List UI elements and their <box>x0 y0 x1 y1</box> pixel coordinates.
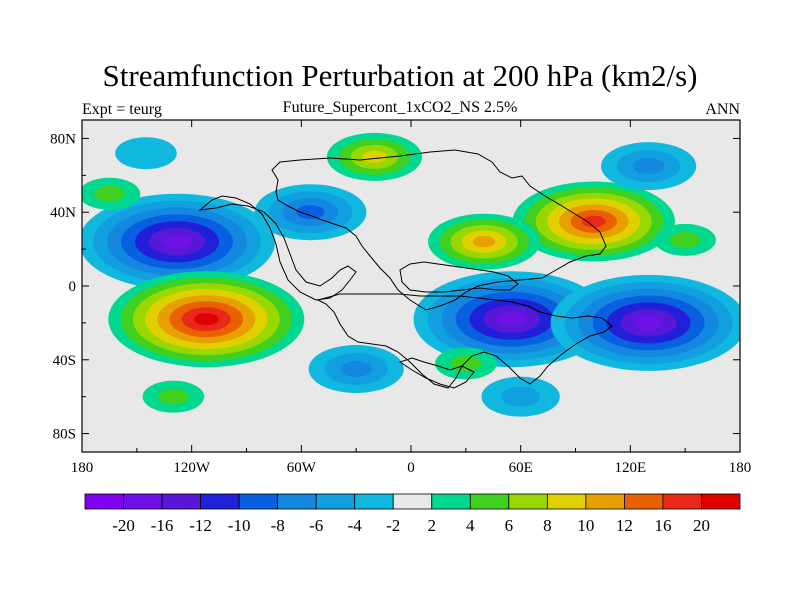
colorbar-label: 2 <box>428 516 437 535</box>
colorbar-label: -8 <box>271 516 285 535</box>
chart-title: Streamfunction Perturbation at 200 hPa (… <box>102 58 698 93</box>
contour-band <box>501 386 541 407</box>
coastline-southern-peninsula <box>398 357 475 389</box>
colorbar-swatch <box>469 493 510 510</box>
case-label: Future_Supercont_1xCO2_NS 2.5% <box>282 99 518 116</box>
contour-band <box>669 231 701 248</box>
contour-band <box>582 215 606 228</box>
contour-fill-layer <box>82 132 740 417</box>
colorbar-swatch <box>315 493 356 510</box>
y-axis: 80N 40N 0 40S 80S <box>50 131 740 443</box>
colorbar-label: 10 <box>577 516 594 535</box>
colorbar-label: 4 <box>466 516 475 535</box>
colorbar-swatch <box>354 493 394 510</box>
y-tick-label: 80S <box>53 427 76 443</box>
colorbar-swatch <box>238 493 279 510</box>
season-label: ANN <box>705 101 740 118</box>
colorbar-swatch <box>84 493 124 510</box>
colorbar-swatch <box>662 493 702 510</box>
coastline-central-landmass <box>316 293 613 389</box>
contour-band <box>115 137 177 170</box>
colorbar-swatch <box>200 493 240 510</box>
coastline-western-arm <box>198 195 357 301</box>
contour-band <box>472 236 496 248</box>
x-tick-label: 60E <box>509 460 533 476</box>
colorbar: -20 -16 -12 -10 -8 -6 -4 -2 2 4 6 8 10 12 16 20 <box>84 493 741 535</box>
contour-band <box>450 355 482 372</box>
colorbar-label: -2 <box>386 516 400 535</box>
x-tick-label: 0 <box>407 460 415 476</box>
colorbar-swatch <box>508 493 548 510</box>
y-tick-label: 0 <box>69 279 77 295</box>
contour-band <box>362 150 387 163</box>
x-tick-label: 120E <box>614 460 646 476</box>
contour-band <box>634 315 663 330</box>
colorbar-label: -4 <box>348 516 363 535</box>
contour-band <box>296 205 325 220</box>
colorbar-label: -20 <box>112 516 135 535</box>
colorbar-label: -6 <box>309 516 323 535</box>
y-tick-label: 40S <box>53 353 76 369</box>
colorbar-swatch <box>701 493 741 510</box>
colorbar-swatch <box>431 493 471 510</box>
x-tick-label: 180 <box>71 460 94 476</box>
contour-band <box>157 388 189 405</box>
colorbar-swatch <box>585 493 625 510</box>
colorbar-swatch <box>161 493 201 510</box>
coastline-eastern-bay <box>399 261 519 293</box>
colorbar-swatch <box>123 493 163 510</box>
coastline-supercontinent-north <box>271 149 607 311</box>
coastline-layer <box>198 149 613 389</box>
x-axis: 180 120W 60W 0 60E 120E 180 <box>71 120 752 476</box>
colorbar-label: -12 <box>189 516 212 535</box>
colorbar-swatch <box>546 493 587 510</box>
colorbar-label: 8 <box>543 516 552 535</box>
experiment-label: Expt = teurg <box>82 101 162 118</box>
colorbar-label: 20 <box>693 516 710 535</box>
x-tick-label: 180 <box>729 460 752 476</box>
colorbar-label: 12 <box>616 516 633 535</box>
x-tick-label: 60W <box>287 460 317 476</box>
contour-band <box>94 185 125 202</box>
y-tick-label: 40N <box>50 205 76 221</box>
colorbar-swatch <box>277 493 317 510</box>
contour-band <box>632 158 665 175</box>
contour-band <box>340 361 373 377</box>
y-tick-label: 80N <box>50 131 76 147</box>
x-tick-label: 120W <box>173 460 211 476</box>
contour-band <box>193 313 219 326</box>
colorbar-label: 6 <box>505 516 514 535</box>
colorbar-swatch <box>392 493 433 510</box>
colorbar-label: -16 <box>151 516 174 535</box>
colorbar-label: -10 <box>228 516 251 535</box>
contour-band <box>497 312 526 327</box>
colorbar-swatch <box>624 493 664 510</box>
contour-band <box>163 234 192 249</box>
colorbar-label: 16 <box>654 516 671 535</box>
